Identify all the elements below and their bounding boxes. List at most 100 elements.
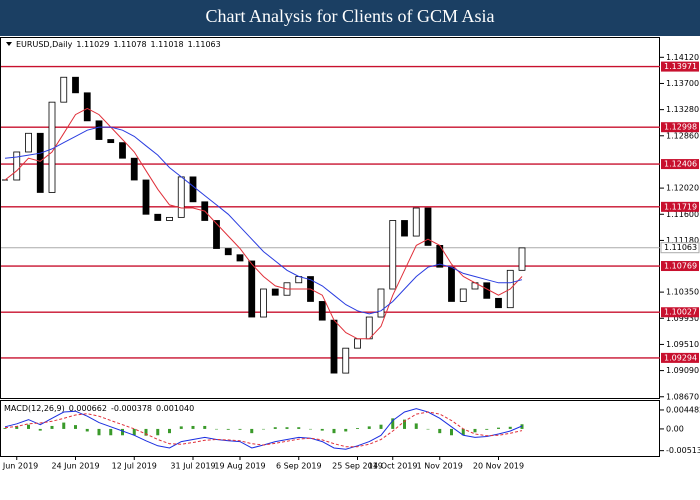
histogram-bar [367, 426, 371, 429]
histogram-bar [332, 428, 336, 434]
histogram-bar [461, 428, 465, 436]
y-tick-label: 0.004482 [666, 405, 700, 414]
histogram-bar [344, 428, 348, 432]
candle [95, 120, 103, 140]
y-tick-label: 1.10350 [666, 288, 699, 297]
histogram-bar [473, 428, 477, 433]
histogram-bar [414, 423, 418, 429]
histogram-bar [285, 427, 289, 429]
y-tick-label: 1.12860 [666, 131, 699, 140]
candle [330, 319, 338, 374]
macd-value: 0.001040 [156, 404, 194, 413]
histogram-bar [203, 425, 207, 429]
ohlc-value: 1.11018 [151, 40, 184, 49]
histogram-bar [520, 424, 524, 429]
candle [189, 176, 197, 203]
candle [318, 301, 326, 321]
ohlc-value: 1.11078 [113, 40, 146, 49]
histogram-bar [50, 425, 54, 429]
histogram-bar [226, 428, 230, 430]
candle [177, 176, 185, 218]
y-tick-label: 1.09090 [666, 366, 699, 375]
level-label-box [661, 159, 699, 170]
histogram-bar [179, 426, 183, 429]
histogram-bar [250, 428, 254, 434]
level-label-box [661, 352, 699, 363]
candle [518, 247, 526, 271]
title-bar [0, 0, 700, 36]
histogram-bar [144, 428, 148, 436]
level-label: 1.12998 [664, 123, 697, 132]
y-tick-label: 1.14120 [666, 53, 699, 62]
candle [213, 220, 220, 249]
candle [389, 220, 397, 290]
candle [224, 248, 232, 256]
candle [130, 157, 138, 181]
x-tick-label: 20 Nov 2019 [473, 462, 524, 471]
chart-title: Chart Analysis for Clients of GCM Asia [206, 6, 495, 26]
moving-average [4, 107, 523, 340]
histogram-bar [27, 424, 30, 429]
level-label: 1.12406 [664, 160, 697, 169]
candle [13, 151, 21, 181]
x-tick-label: 31 Jul 2019 [170, 462, 215, 471]
histogram-bar [62, 422, 66, 429]
y-tick-label: 1.13700 [666, 79, 699, 88]
candle [60, 76, 68, 103]
candle [154, 213, 162, 221]
histogram-bar [426, 428, 430, 430]
panel-marker [6, 42, 12, 46]
histogram-bar [3, 428, 7, 429]
symbol-readout: EURUSD,Daily 1.11029 1.11078 1.11018 1.11063 [16, 40, 221, 49]
y-tick-label: 1.13280 [666, 105, 699, 114]
histogram-bar [438, 428, 442, 434]
macd-panel [0, 400, 660, 457]
x-tick-label: 24 Jun 2019 [51, 462, 99, 471]
candle [377, 288, 385, 318]
histogram-bar [391, 418, 395, 429]
x-tick-label: 14 Oct 2019 [368, 462, 417, 471]
x-tick-label: 5 Jun 2019 [0, 462, 38, 471]
y-tick-label: -0.005136 [666, 446, 700, 455]
histogram-bar [508, 426, 512, 429]
candle [25, 132, 32, 153]
histogram-bar [297, 427, 301, 429]
histogram-bar [262, 428, 265, 430]
y-tick-label: 1.11180 [666, 236, 699, 245]
candle [119, 142, 126, 159]
histogram-bar [450, 428, 453, 436]
histogram-bar [497, 427, 500, 429]
level-label-box [661, 61, 699, 72]
histogram-bar [38, 428, 42, 431]
candle [424, 207, 432, 246]
histogram-bar [320, 428, 324, 431]
candle [495, 297, 502, 309]
candle [83, 92, 91, 122]
histogram-bar [191, 425, 195, 429]
histogram-bar [121, 428, 124, 436]
candle [354, 338, 361, 349]
x-tick-label: 1 Nov 2019 [417, 462, 463, 471]
histogram-bar [109, 428, 113, 436]
level-label-box [661, 201, 699, 212]
macd-label: MACD(12,26,9) [4, 404, 65, 413]
level-label-box [661, 307, 699, 318]
candle [448, 266, 455, 302]
last-price-box [660, 242, 700, 254]
histogram-bar [74, 425, 77, 429]
candle [459, 288, 467, 302]
candle [72, 76, 79, 94]
histogram-bar [15, 426, 19, 429]
macd-value: -0.000378 [111, 404, 152, 413]
ohlc-value: 1.11063 [188, 40, 221, 49]
histogram-bar [132, 428, 136, 436]
x-tick-label: 6 Sep 2019 [276, 462, 322, 471]
x-tick-label: 25 Sep 2019 [332, 462, 383, 471]
histogram-bar [238, 428, 242, 430]
histogram-bar [156, 428, 160, 436]
level-label: 1.10027 [664, 308, 697, 317]
x-tick-label: 12 Jul 2019 [112, 462, 157, 471]
x-tick-label: 19 Aug 2019 [214, 462, 265, 471]
macd-readout: MACD(12,26,9) 0.000662 -0.000378 0.001040 [4, 404, 194, 413]
candle [142, 179, 150, 215]
